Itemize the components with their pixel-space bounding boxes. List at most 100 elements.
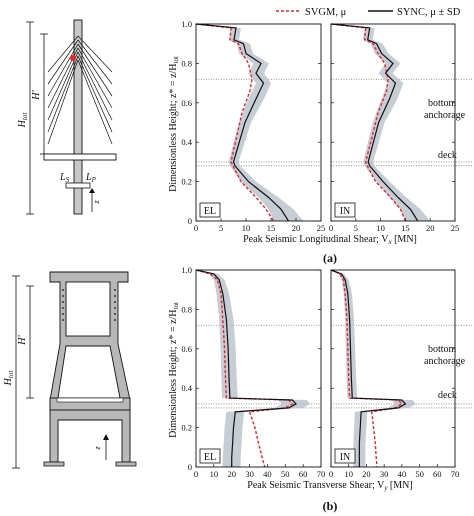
x-tick-label: 60 [433,469,442,479]
x-tick-label: 25 [451,223,460,233]
panel-label: EL [204,206,216,217]
x-tick-label: 50 [415,469,424,479]
svgm-mean-line [330,269,403,468]
y-tick-label: 0.8 [181,58,192,68]
svgm-mean-line [195,23,275,222]
x-tick-label: 60 [299,469,308,479]
chart-b-subfigure-label: (b) [323,499,338,513]
panel-label-box [334,448,356,464]
chart-a-subfigure-label: (a) [323,251,337,265]
panel-label-box [199,202,221,218]
svg-text:anchorage: anchorage [424,356,466,367]
x-tick-label: 40 [263,469,272,479]
chart-b-ann-deck: deck [438,390,457,401]
panel-label: EL [204,452,216,463]
sync-mean-line [330,269,407,467]
chart-a-panel-el: 0 5 10 15 20 25 0 0.2 0.4 0.6 0.8 1.0 EL [181,19,325,233]
y-tick-label: 0 [188,216,192,226]
svg-text:deck: deck [438,150,457,161]
svg-text:LP: LP [85,172,97,184]
x-tick-label: 70 [451,469,460,479]
sd-band [331,24,431,221]
x-tick-label: 0 [194,469,198,479]
legend: SVGM, μ SYNC, μ ± SD [276,7,461,18]
y-tick-label: 0.6 [181,344,192,354]
y-tick-label: 1.0 [181,265,192,275]
x-tick-label: 0 [194,223,198,233]
x-tick-label: 0 [329,223,333,233]
x-tick-label: 40 [398,469,407,479]
x-tick-label: 0 [329,469,333,479]
x-tick-label: 25 [317,223,326,233]
panel-label: IN [340,452,351,463]
x-tick-label: 15 [267,223,276,233]
svgm-mean-line [195,269,294,468]
tower-b-drawing: Htot H' z [3,271,137,469]
tower-a-drawing: Htot H' LS LP [17,19,117,215]
y-tick-label: 1.0 [181,19,192,29]
x-tick-label: 30 [245,469,254,479]
y-tick-label: 0.2 [181,423,192,433]
chart-b-panel-in: 0 10 20 30 40 50 60 70 IN [329,269,472,479]
chart-a: Dimensionless Height; z* = z/Htot Peak S… [168,56,466,265]
chart-a-ann-anchorage: anchorage [424,110,466,121]
y-tick-label: 0.4 [181,383,192,393]
svg-text:deck: deck [438,390,457,401]
x-tick-label: 10 [242,223,251,233]
sd-band [196,24,304,221]
y-tick-label: 0.4 [181,137,192,147]
x-tick-label: 10 [376,223,385,233]
svg-text:z: z [92,446,102,451]
svg-text:z: z [91,200,101,205]
panel-frame [195,23,322,222]
x-tick-label: 5 [354,223,358,233]
svg-text:bottom: bottom [428,344,457,355]
x-tick-label: 15 [401,223,410,233]
x-tick-label: 50 [281,469,290,479]
sync-mean-line [195,23,290,222]
x-tick-label: 20 [362,469,371,479]
sd-band [331,270,417,467]
x-tick-label: 70 [317,469,326,479]
x-tick-label: 20 [292,223,301,233]
x-tick-label: 5 [219,223,223,233]
y-tick-label: 0.2 [181,177,192,187]
svg-text:anchorage: anchorage [424,110,466,121]
y-tick-label: 0 [188,462,192,472]
chart-b-xlabel: Peak Seismic Transverse Shear; Vy [MN] [247,480,412,492]
hprime-label-a: H' [31,89,42,100]
panel-frame [195,269,322,468]
sd-band [196,270,311,467]
chart-a-ann-deck: deck [438,150,457,161]
x-tick-label: 20 [426,223,435,233]
chart-b-panel-el: 0 10 20 30 40 50 60 70 0 0.2 0.4 0.6 0.8 1.0 EL [181,265,325,479]
svg-text:LS: LS [59,172,70,184]
y-tick-label: 0.8 [181,304,192,314]
htot-label-a: Htot [17,112,29,129]
chart-b: Dimensionless Height; z* = z/Htot Peak S… [168,302,466,513]
hprime-label-b: H' [17,334,28,345]
chart-a-ylabel: Dimensionless Height; z* = z/Htot [168,56,180,192]
panel-label: IN [340,206,351,217]
panel-label-box [199,448,221,464]
panel-frame [330,23,456,222]
legend-sync-label: SYNC, μ ± SD [397,7,461,18]
svgm-mean-line [330,23,407,222]
x-tick-label: 20 [227,469,236,479]
panel-label-box [334,202,356,218]
chart-b-ann-anchorage: anchorage [424,356,466,367]
chart-a-panel-in: 0 5 10 15 20 25 IN [329,23,472,233]
chart-b-ann-bottom: bottom [428,344,457,355]
sync-mean-line [330,23,419,222]
legend-svgm-label: SVGM, μ [305,7,347,18]
x-tick-label: 10 [210,469,219,479]
panel-frame [330,269,456,468]
chart-b-ylabel: Dimensionless Height; z* = z/Htot [168,302,180,438]
chart-a-xlabel: Peak Seismic Longitudinal Shear; Vx [MN] [243,234,417,246]
x-tick-label: 10 [344,469,353,479]
anchorage-marker [70,55,76,61]
chart-a-ann-bottom: bottom [428,98,457,109]
x-tick-label: 30 [380,469,389,479]
sync-mean-line [195,269,297,467]
